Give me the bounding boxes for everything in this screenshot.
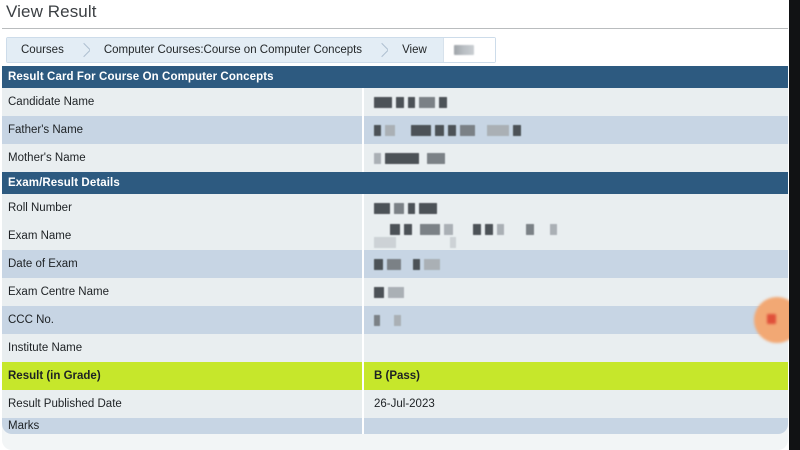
breadcrumb-item-computer-courses[interactable]: Computer Courses:Course on Computer Conc… bbox=[89, 38, 379, 62]
row-label-date-of-exam: Date of Exam bbox=[8, 258, 78, 270]
table-row-result: Result (in Grade) B (Pass) bbox=[2, 362, 788, 390]
table-row: Roll Number bbox=[2, 194, 788, 222]
table-row: Result Published Date 26-Jul-2023 bbox=[2, 390, 788, 418]
breadcrumb: Courses Computer Courses:Course on Compu… bbox=[6, 37, 496, 63]
row-value-roll-number bbox=[364, 194, 788, 222]
row-label-ccc-no: CCC No. bbox=[8, 314, 55, 326]
redacted-value bbox=[374, 202, 437, 214]
table-row: Institute Name bbox=[2, 334, 788, 362]
column-divider bbox=[362, 362, 364, 390]
section-header-result-card: Result Card For Course On Computer Conce… bbox=[2, 66, 788, 88]
column-divider bbox=[362, 418, 364, 434]
row-value-date-of-exam bbox=[364, 250, 788, 278]
column-divider bbox=[362, 250, 364, 278]
column-divider bbox=[362, 390, 364, 418]
breadcrumb-bar: Courses Computer Courses:Course on Compu… bbox=[0, 34, 788, 66]
column-divider bbox=[362, 222, 364, 250]
breadcrumb-item-view[interactable]: View bbox=[388, 38, 443, 62]
page-title: View Result bbox=[6, 2, 97, 21]
row-value-institute-name bbox=[364, 334, 788, 362]
result-table: Result Card For Course On Computer Conce… bbox=[2, 66, 788, 434]
table-row: Date of Exam bbox=[2, 250, 788, 278]
row-label-partial: Marks bbox=[8, 420, 40, 432]
table-row: Exam Name bbox=[2, 222, 788, 250]
viewport-gutter bbox=[789, 0, 800, 450]
redacted-value bbox=[374, 258, 440, 270]
redacted-value bbox=[374, 286, 404, 298]
chevron-right-icon bbox=[378, 38, 389, 62]
redacted-value bbox=[374, 96, 447, 108]
row-value-exam-centre-name bbox=[364, 278, 788, 306]
breadcrumb-redacted-chip bbox=[442, 38, 495, 62]
column-divider bbox=[362, 306, 364, 334]
row-label-exam-centre-name: Exam Centre Name bbox=[8, 286, 109, 298]
column-divider bbox=[362, 116, 364, 144]
row-value-exam-name bbox=[364, 222, 788, 250]
column-divider bbox=[362, 144, 364, 172]
redacted-value bbox=[374, 224, 557, 248]
row-value-fathers-name bbox=[364, 116, 788, 144]
column-divider bbox=[362, 278, 364, 306]
table-row: Exam Centre Name bbox=[2, 278, 788, 306]
row-value-ccc-no bbox=[364, 306, 788, 334]
redacted-value bbox=[374, 314, 401, 326]
row-value-result-in-grade: B (Pass) bbox=[374, 370, 421, 382]
chevron-right-icon bbox=[79, 38, 90, 62]
redacted-value bbox=[374, 124, 521, 136]
row-label-result-in-grade: Result (in Grade) bbox=[8, 370, 101, 382]
row-value-result-published-date: 26-Jul-2023 bbox=[374, 398, 435, 410]
result-card: Result Card For Course On Computer Conce… bbox=[2, 66, 788, 450]
breadcrumb-item-courses[interactable]: Courses bbox=[7, 38, 80, 62]
row-label-fathers-name: Father's Name bbox=[8, 124, 84, 136]
section-header-exam-result-details: Exam/Result Details bbox=[2, 172, 788, 194]
column-divider bbox=[362, 334, 364, 362]
table-row: CCC No. bbox=[2, 306, 788, 334]
table-row: Father's Name bbox=[2, 116, 788, 144]
table-row: Mother's Name bbox=[2, 144, 788, 172]
table-row-partial: Marks bbox=[2, 418, 788, 434]
column-divider bbox=[362, 88, 364, 116]
table-row: Candidate Name bbox=[2, 88, 788, 116]
row-value-mothers-name bbox=[364, 144, 788, 172]
row-label-candidate-name: Candidate Name bbox=[8, 96, 95, 108]
row-label-result-published-date: Result Published Date bbox=[8, 398, 122, 410]
row-label-institute-name: Institute Name bbox=[8, 342, 83, 354]
title-divider bbox=[2, 28, 788, 29]
row-label-mothers-name: Mother's Name bbox=[8, 152, 86, 164]
row-value-candidate-name bbox=[364, 88, 788, 116]
redacted-block bbox=[453, 45, 474, 55]
row-label-roll-number: Roll Number bbox=[8, 202, 72, 214]
column-divider bbox=[362, 194, 364, 222]
redacted-value bbox=[374, 152, 445, 164]
row-label-exam-name: Exam Name bbox=[8, 230, 72, 242]
